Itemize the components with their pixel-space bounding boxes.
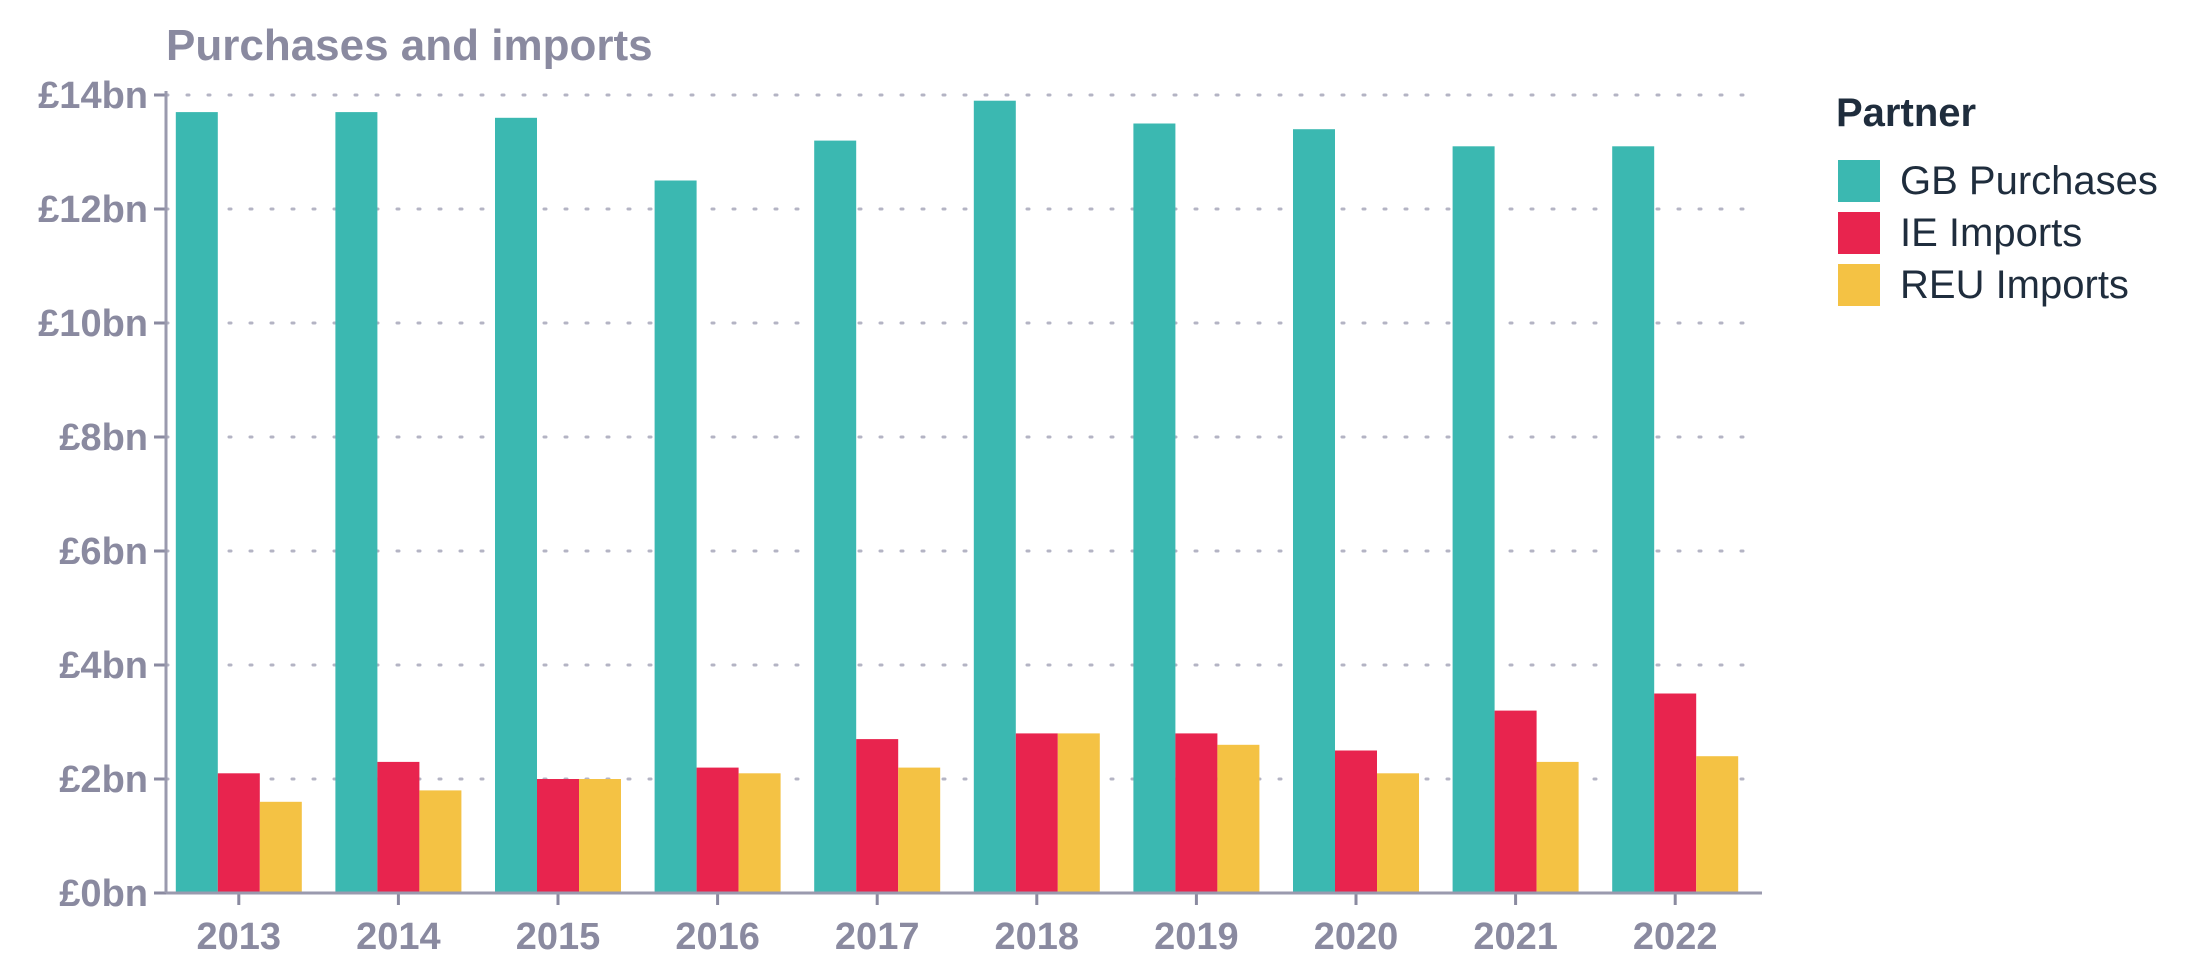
axes	[164, 91, 1762, 895]
bar-reu-imports-2014	[419, 790, 462, 893]
bar-gb-purchases-2022	[1612, 146, 1655, 894]
bar-gb-purchases-2014	[335, 112, 378, 894]
bar-reu-imports-2013	[259, 801, 302, 893]
bar-ie-imports-2016	[696, 767, 739, 893]
bar-ie-imports-2019	[1175, 733, 1218, 893]
bar-gb-purchases-2018	[973, 100, 1016, 893]
y-tick-label: £4bn	[59, 645, 148, 687]
legend: Partner GB Purchases IE Imports REU Import…	[1836, 91, 2158, 307]
bar-gb-purchases-2020	[1293, 129, 1335, 893]
bar-reu-imports-2015	[579, 779, 621, 893]
x-tick-label: 2014	[356, 916, 441, 958]
legend-swatch-reu-imports	[1838, 264, 1880, 306]
bar-ie-imports-2020	[1335, 750, 1377, 893]
legend-label-gb-purchases: GB Purchases	[1900, 159, 2158, 203]
y-tick-label: £8bn	[59, 417, 148, 459]
x-tick-label: 2019	[1154, 916, 1239, 958]
bar-ie-imports-2013	[217, 773, 260, 893]
x-tick-label: 2015	[516, 916, 601, 958]
legend-swatch-gb-purchases	[1838, 160, 1880, 202]
legend-title: Partner	[1836, 91, 1976, 135]
y-axis-ticks: £0bn £2bn £4bn £6bn £8bn £10bn £12bn £14bn	[38, 75, 166, 915]
bar-ie-imports-2015	[537, 779, 579, 893]
bars	[175, 100, 1739, 894]
bar-gb-purchases-2013	[175, 112, 218, 894]
bar-reu-imports-2018	[1057, 733, 1100, 893]
bar-ie-imports-2017	[856, 739, 899, 893]
bar-ie-imports-2018	[1015, 733, 1058, 893]
bar-gb-purchases-2015	[495, 117, 537, 894]
y-tick-label: £0bn	[59, 873, 148, 915]
bar-gb-purchases-2019	[1133, 123, 1176, 893]
x-tick-label: 2022	[1633, 916, 1718, 958]
legend-label-reu-imports: REU Imports	[1900, 263, 2129, 307]
bar-gb-purchases-2016	[654, 180, 697, 893]
bar-reu-imports-2017	[898, 767, 941, 893]
y-tick-label: £2bn	[59, 759, 148, 801]
chart-title: Purchases and imports	[166, 21, 653, 70]
bar-reu-imports-2022	[1696, 756, 1739, 893]
legend-swatch-ie-imports	[1838, 212, 1880, 254]
x-tick-label: 2021	[1473, 916, 1558, 958]
bar-reu-imports-2016	[738, 773, 781, 893]
bar-gb-purchases-2017	[814, 140, 857, 894]
bar-ie-imports-2022	[1654, 693, 1697, 893]
x-tick-label: 2018	[995, 916, 1080, 958]
bar-ie-imports-2021	[1494, 710, 1537, 893]
x-tick-label: 2016	[675, 916, 760, 958]
x-tick-label: 2013	[197, 916, 282, 958]
legend-label-ie-imports: IE Imports	[1900, 211, 2082, 255]
y-tick-label: £6bn	[59, 531, 148, 573]
bar-gb-purchases-2021	[1452, 146, 1495, 894]
y-tick-label: £10bn	[38, 303, 148, 345]
y-tick-label: £14bn	[38, 75, 148, 117]
bar-ie-imports-2014	[377, 761, 420, 893]
bar-reu-imports-2020	[1377, 773, 1419, 893]
bar-reu-imports-2019	[1217, 744, 1260, 893]
y-tick-label: £12bn	[38, 189, 148, 231]
gridlines	[164, 93, 1764, 781]
x-axis-ticks: 2013 2014 2015 2016 2017 2018 2019 2020 2021 2022	[197, 893, 1718, 958]
bar-reu-imports-2021	[1536, 761, 1579, 893]
x-tick-label: 2020	[1314, 916, 1399, 958]
x-tick-label: 2017	[835, 916, 920, 958]
